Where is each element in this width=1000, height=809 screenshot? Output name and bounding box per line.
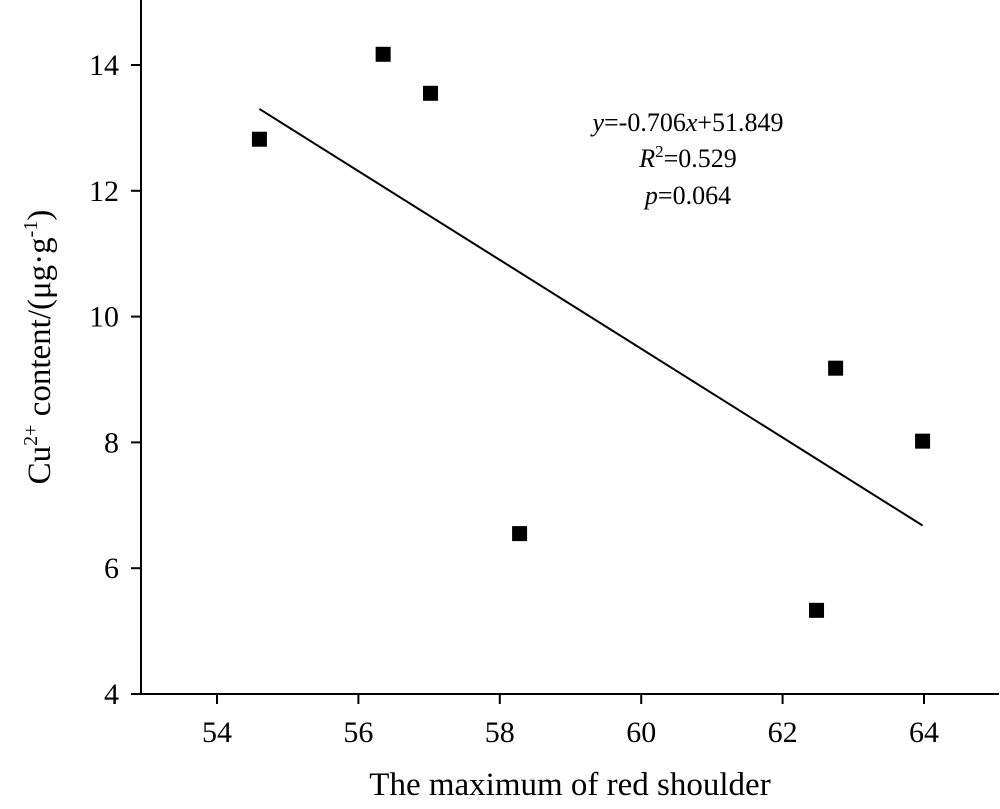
trendline — [258, 108, 924, 527]
y-tick-label: 4 — [104, 678, 119, 711]
x-tick-label: 62 — [768, 716, 798, 749]
x-tick-label: 56 — [343, 716, 373, 749]
data-point — [828, 360, 844, 376]
x-tick-label: 60 — [626, 716, 656, 749]
x-tick-label: 64 — [909, 716, 939, 749]
y-axis-title: Cu2+ content/(μg·g-1) — [20, 210, 58, 485]
p-value-label: p=0.064 — [643, 181, 731, 210]
y-tick-label: 10 — [89, 301, 119, 334]
y-tick-label: 12 — [89, 175, 119, 208]
trendline-group — [258, 108, 924, 527]
x-tick-label: 54 — [202, 716, 232, 749]
axis-ticks: 54 56 58 60 62 64 4 6 8 10 12 14 — [89, 49, 939, 749]
regression-equation: y=-0.706x+51.849 — [589, 108, 783, 137]
data-point — [251, 131, 267, 147]
data-point — [423, 85, 439, 101]
data-point — [512, 526, 528, 542]
y-tick-label: 6 — [104, 552, 119, 585]
data-point — [915, 433, 931, 449]
y-tick-label: 14 — [89, 49, 119, 82]
data-points — [251, 46, 931, 618]
r-squared-label: R2=0.529 — [638, 142, 737, 173]
x-tick-label: 58 — [485, 716, 515, 749]
x-axis-title: The maximum of red shoulder — [369, 767, 770, 803]
data-point — [375, 46, 391, 62]
y-tick-label: 8 — [104, 426, 119, 459]
data-point — [809, 602, 825, 618]
